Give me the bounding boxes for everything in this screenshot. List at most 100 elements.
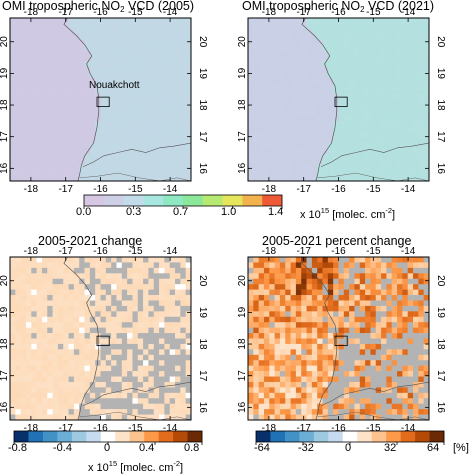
- p4-cell: [391, 338, 398, 345]
- p1-lat-label-left-1: 17: [0, 131, 10, 143]
- p2-cell: [333, 110, 339, 117]
- p4-cell: [386, 349, 393, 356]
- p1-cell: [31, 175, 37, 182]
- p4-cell: [290, 295, 297, 301]
- p3-cell: [84, 349, 91, 356]
- p2-cell: [365, 50, 371, 57]
- p3-cell: [79, 409, 85, 415]
- p4-cell: [413, 257, 419, 263]
- p3-cell: [153, 295, 160, 301]
- p2-cell: [306, 34, 313, 41]
- p2-cell: [317, 121, 323, 127]
- p3-cell: [100, 381, 107, 388]
- p2-cell: [338, 72, 345, 79]
- p4-cell: [269, 414, 275, 421]
- p2-cell: [290, 83, 297, 89]
- p1-cell: [57, 28, 64, 35]
- p4-cell: [370, 392, 377, 399]
- p2-cell: [263, 148, 270, 155]
- p1-cell: [20, 77, 27, 84]
- p2-cell: [370, 45, 377, 51]
- p3-cell: [132, 360, 139, 366]
- p4-cell: [295, 392, 302, 399]
- p4-cell: [402, 267, 408, 274]
- p2-cell: [263, 94, 270, 100]
- p4-cell: [295, 257, 302, 263]
- p4-cell: [295, 284, 302, 290]
- p2-cell: [269, 39, 275, 46]
- p2-cell: [248, 132, 254, 138]
- p3-cell: [116, 403, 123, 410]
- p4-cell: [263, 267, 270, 274]
- p2-cell: [253, 137, 259, 144]
- p3-cell: [79, 354, 85, 361]
- p4-cell: [386, 333, 393, 339]
- p4-cell: [317, 365, 323, 372]
- p4-cell: [253, 381, 259, 388]
- p2-cell: [317, 110, 323, 117]
- p1-cell: [143, 175, 149, 182]
- p2-cell: [322, 28, 329, 35]
- p2-cell: [279, 142, 286, 149]
- p1-cell: [180, 45, 186, 51]
- p3-cell: [100, 338, 107, 345]
- p1-cell: [15, 94, 21, 100]
- p4-cell: [375, 360, 382, 366]
- p4-cell: [327, 322, 334, 328]
- p4-cell: [365, 311, 371, 318]
- p3-cell: [79, 305, 85, 312]
- p4-cell: [274, 316, 281, 323]
- p4-cell: [418, 278, 424, 285]
- p3-cell: [25, 409, 32, 415]
- p1-cell: [100, 23, 107, 30]
- p4-cell: [370, 284, 377, 290]
- p2-cell: [343, 83, 350, 89]
- p4-cell: [375, 371, 382, 377]
- p4-cell: [322, 403, 329, 410]
- p1-cell: [121, 159, 128, 165]
- p1-cell: [63, 148, 69, 155]
- p4-cell: [365, 387, 371, 394]
- p1-coastline: [63, 17, 100, 182]
- p4-cell: [258, 349, 265, 356]
- p2-lat-label-right-4: 20: [435, 36, 446, 48]
- p4-cell: [354, 360, 361, 366]
- p4-cell: [365, 273, 371, 280]
- p1-cell: [41, 175, 48, 182]
- p1-cell: [159, 175, 165, 182]
- colorbar-change-bar-swatch: [71, 431, 87, 442]
- p2-cell: [322, 56, 329, 62]
- p1-cell: [180, 28, 186, 35]
- p2-cell: [343, 77, 350, 84]
- p1-cell: [148, 83, 155, 89]
- p2-cell: [397, 159, 403, 165]
- p2-cell: [263, 39, 270, 46]
- p3-cell: [111, 257, 117, 263]
- p1-cell: [79, 77, 85, 84]
- p1-cell: [116, 164, 123, 171]
- p2-cell: [322, 99, 329, 106]
- p2-cell: [263, 153, 270, 160]
- p1-cell: [175, 45, 181, 51]
- p3-cell: [153, 409, 160, 415]
- p1-cell: [63, 159, 69, 165]
- p1-cell: [57, 56, 64, 62]
- p2-cell: [386, 56, 393, 62]
- p4-cell: [279, 284, 286, 290]
- p1-cell: [143, 104, 149, 111]
- p4-cell: [290, 360, 297, 366]
- p4-cell: [381, 354, 387, 361]
- p4-cell: [391, 262, 398, 269]
- p4-cell: [263, 311, 270, 318]
- p2-cell: [407, 83, 414, 89]
- p1-cell: [105, 23, 112, 30]
- p1-cell: [63, 115, 69, 122]
- p3-cell: [175, 262, 181, 269]
- p4-cell: [413, 333, 419, 339]
- p4-cell: [248, 338, 254, 345]
- p3-cell: [164, 414, 170, 421]
- p3-lon-label-bottom-1: -17: [58, 423, 73, 434]
- p2-cell: [279, 115, 286, 122]
- p2-cell: [301, 170, 307, 176]
- p4-cell: [370, 278, 377, 285]
